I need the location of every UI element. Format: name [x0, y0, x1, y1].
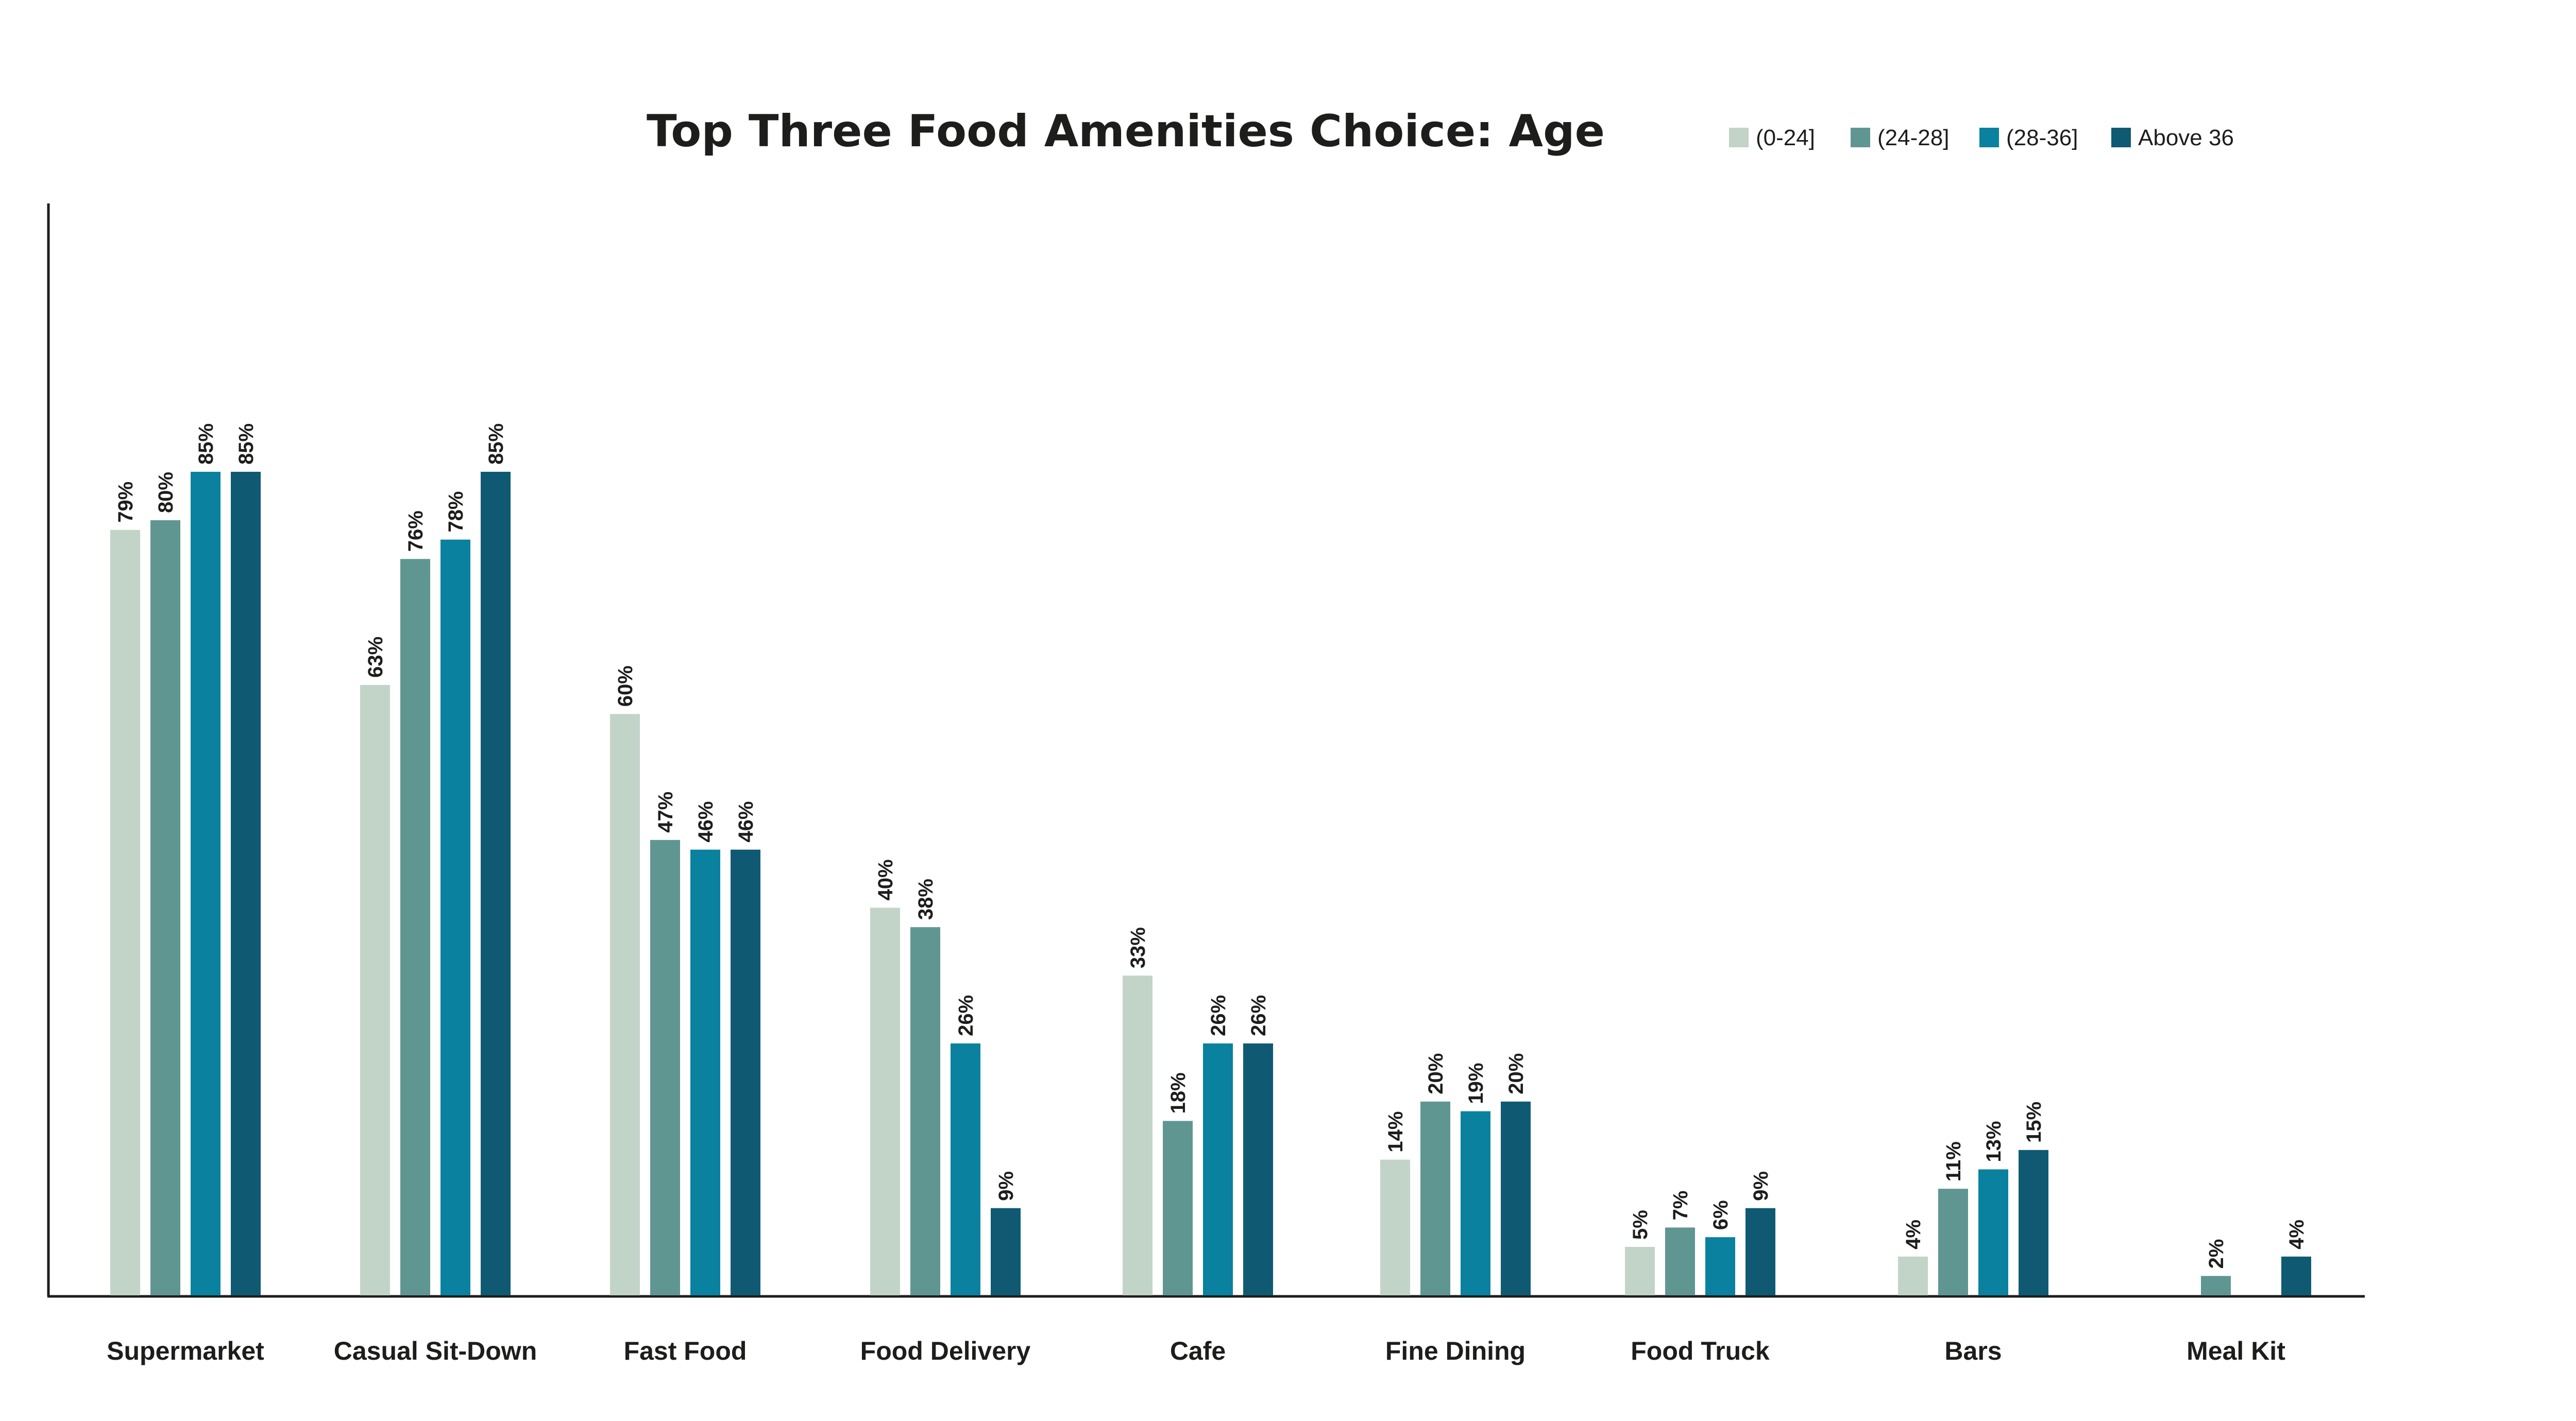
value-label-food-delivery-0-24: 40% [874, 859, 897, 900]
bar-bars-24-28 [1938, 1189, 1968, 1295]
legend-label-28-36: (28-36] [2006, 125, 2078, 150]
value-label-casual-sit-down-0-24: 63% [364, 637, 387, 678]
legend-label-above-36: Above 36 [2138, 125, 2234, 150]
legend-item-above-36: Above 36 [2111, 125, 2234, 150]
value-label-cafe-0-24: 33% [1127, 927, 1149, 968]
value-label-casual-sit-down-24-28: 76% [404, 510, 427, 552]
chart-title: Top Three Food Amenities Choice: Age [647, 106, 1605, 157]
bar-fast-food-0-24 [610, 714, 640, 1295]
bar-cafe-above-36 [1243, 1043, 1273, 1295]
bar-cafe-0-24 [1123, 975, 1153, 1295]
bar-bars-28-36 [1978, 1169, 2008, 1295]
value-labels-group: 79% 80% 85% 85% 63% 76% 78% 85% 60% 47% 46% 46% 40% 3… [114, 423, 2308, 1269]
value-label-food-truck-28-36: 6% [1709, 1200, 1732, 1230]
bar-food-truck-0-24 [1625, 1246, 1655, 1295]
category-label-casual-sit-down: Casual Sit-Down [334, 1337, 537, 1365]
bars-group [110, 472, 2311, 1295]
value-label-fine-dining-above-36: 20% [1505, 1053, 1528, 1094]
legend: (0-24] (24-28] (28-36] Above 36 [1729, 125, 2234, 150]
bar-food-delivery-28-36 [951, 1043, 980, 1295]
value-label-bars-0-24: 4% [1902, 1220, 1925, 1249]
value-label-casual-sit-down-28-36: 78% [445, 491, 467, 533]
bar-fast-food-above-36 [731, 849, 760, 1295]
value-label-food-truck-24-28: 7% [1669, 1191, 1692, 1221]
bar-fine-dining-24-28 [1420, 1101, 1450, 1295]
value-label-food-delivery-above-36: 9% [995, 1171, 1018, 1201]
legend-swatch-above-36 [2111, 128, 2131, 147]
bar-meal-kit-24-28 [2201, 1276, 2231, 1295]
bar-fine-dining-28-36 [1461, 1111, 1490, 1295]
value-label-food-delivery-28-36: 26% [955, 995, 977, 1036]
value-label-fine-dining-24-28: 20% [1425, 1053, 1447, 1094]
value-label-food-truck-above-36: 9% [1750, 1171, 1772, 1201]
value-label-casual-sit-down-above-36: 85% [485, 423, 507, 465]
category-label-meal-kit: Meal Kit [2187, 1337, 2285, 1365]
bar-food-truck-24-28 [1665, 1227, 1695, 1295]
value-label-meal-kit-24-28: 2% [2205, 1239, 2228, 1269]
bar-supermarket-28-36 [191, 472, 221, 1295]
bar-casual-sit-down-24-28 [400, 559, 430, 1295]
bar-supermarket-0-24 [110, 529, 140, 1295]
value-label-cafe-28-36: 26% [1207, 995, 1230, 1036]
bar-bars-0-24 [1898, 1256, 1928, 1295]
value-label-food-delivery-24-28: 38% [914, 879, 937, 920]
bar-casual-sit-down-above-36 [481, 472, 511, 1295]
value-label-cafe-above-36: 26% [1247, 995, 1270, 1036]
category-label-food-truck: Food Truck [1631, 1337, 1770, 1365]
value-label-food-truck-0-24: 5% [1629, 1210, 1652, 1240]
legend-swatch-0-24 [1729, 128, 1749, 147]
bar-meal-kit-above-36 [2281, 1256, 2311, 1295]
value-label-supermarket-above-36: 85% [235, 423, 258, 465]
legend-label-24-28: (24-28] [1877, 125, 1949, 150]
bar-fine-dining-above-36 [1501, 1101, 1531, 1295]
bar-food-delivery-24-28 [910, 927, 940, 1295]
legend-item-24-28: (24-28] [1851, 125, 1949, 150]
bar-fine-dining-0-24 [1380, 1159, 1410, 1295]
bar-bars-above-36 [2019, 1150, 2048, 1295]
bar-supermarket-above-36 [231, 472, 261, 1295]
value-label-fine-dining-0-24: 14% [1384, 1111, 1407, 1153]
value-label-fast-food-0-24: 60% [614, 665, 637, 707]
value-label-cafe-24-28: 18% [1167, 1072, 1190, 1114]
bar-cafe-24-28 [1163, 1121, 1193, 1295]
value-label-supermarket-24-28: 80% [155, 472, 177, 513]
legend-swatch-24-28 [1851, 128, 1870, 147]
value-label-supermarket-28-36: 85% [195, 423, 217, 465]
value-label-fast-food-28-36: 46% [694, 801, 717, 843]
category-label-food-delivery: Food Delivery [860, 1337, 1031, 1365]
legend-item-0-24: (0-24] [1729, 125, 1815, 150]
value-label-supermarket-0-24: 79% [114, 482, 137, 523]
bar-food-truck-above-36 [1745, 1208, 1775, 1295]
bar-food-delivery-above-36 [991, 1208, 1021, 1295]
category-label-supermarket: Supermarket [107, 1337, 264, 1365]
category-label-fast-food: Fast Food [624, 1337, 747, 1365]
category-label-cafe: Cafe [1170, 1337, 1226, 1365]
bar-cafe-28-36 [1203, 1043, 1233, 1295]
bar-fast-food-28-36 [690, 849, 720, 1295]
bar-food-truck-28-36 [1705, 1237, 1735, 1295]
value-label-fast-food-above-36: 46% [735, 801, 757, 843]
legend-label-0-24: (0-24] [1756, 125, 1815, 150]
category-labels-group: Supermarket Casual Sit-Down Fast Food Food … [107, 1337, 2285, 1365]
bar-food-delivery-0-24 [870, 908, 900, 1295]
value-label-bars-above-36: 15% [2023, 1102, 2045, 1143]
bar-casual-sit-down-0-24 [360, 684, 390, 1295]
legend-swatch-28-36 [1979, 128, 1999, 147]
value-label-fine-dining-28-36: 19% [1465, 1063, 1487, 1104]
bar-fast-food-24-28 [650, 840, 680, 1295]
bar-supermarket-24-28 [150, 520, 180, 1295]
value-label-bars-28-36: 13% [1982, 1121, 2005, 1162]
value-label-bars-24-28: 11% [1942, 1141, 1965, 1182]
legend-item-28-36: (28-36] [1979, 125, 2078, 150]
category-label-fine-dining: Fine Dining [1385, 1337, 1526, 1365]
value-label-meal-kit-above-36: 4% [2285, 1220, 2308, 1249]
bar-casual-sit-down-28-36 [440, 539, 470, 1295]
value-label-fast-food-24-28: 47% [654, 792, 677, 833]
category-label-bars: Bars [1944, 1337, 2002, 1365]
